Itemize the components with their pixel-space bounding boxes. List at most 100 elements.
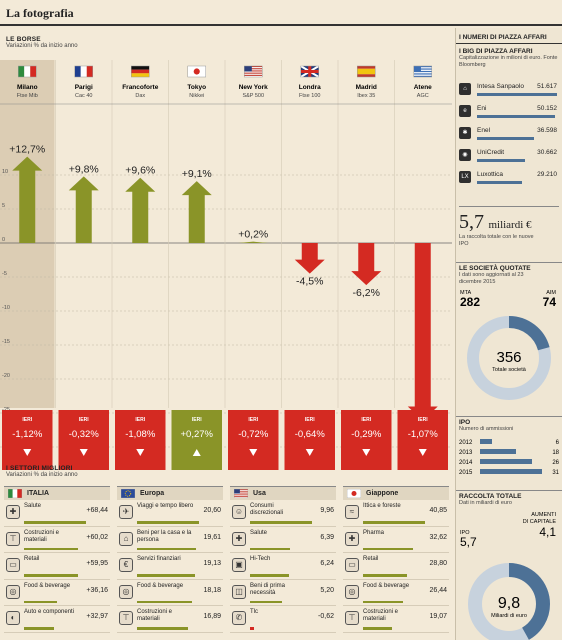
flag-icon <box>300 65 320 78</box>
value-label: +0,2% <box>238 229 268 241</box>
flag-icon <box>121 489 135 498</box>
index-name: Nikkei <box>189 93 204 99</box>
raccolta-totale-subtitle: Dati in miliardi di euro <box>459 500 512 506</box>
ipo-bar <box>480 439 492 444</box>
big-header: I BIG DI PIAZZA AFFARI Capitalizzazione … <box>456 48 560 69</box>
sector-name: Ittica e foreste <box>363 503 401 509</box>
ieri-value: -1,12% <box>12 429 43 440</box>
sector-bar <box>137 574 195 577</box>
company-name: Intesa Sanpaolo <box>477 83 524 90</box>
big-subtitle: Capitalizzazione in milioni di euro. Fon… <box>459 55 558 68</box>
raccolta-value: 5,7 <box>459 211 484 233</box>
fish-icon: ≈ <box>345 505 359 519</box>
settori-header: I SETTORI MIGLIORI Variazioni % da inizi… <box>6 465 78 478</box>
market-name: Milano <box>17 84 38 91</box>
donut-slice-aim <box>467 316 551 400</box>
company-logo-icon: e <box>459 105 471 117</box>
ipo-chart: 2012 6 2013 18 2014 26 2015 31 <box>459 439 560 476</box>
flag-shape <box>8 489 22 498</box>
mta-value: 282 <box>460 295 480 309</box>
quotate-title: LE SOCIETÀ QUOTATE <box>459 265 531 272</box>
y-tick-label: -15 <box>2 339 10 345</box>
company-value: 51.617 <box>537 83 557 90</box>
sector-row: ◫ Beni di prima necessità 5,20 <box>230 580 336 606</box>
sector-bar <box>137 600 192 603</box>
sector-value: 19,61 <box>203 533 221 541</box>
sector-row: ⊤ Costruzioni e materiali 16,89 <box>117 606 223 633</box>
down-triangle-icon <box>418 449 427 456</box>
sector-value: 6,39 <box>320 533 334 541</box>
raccolta-box: 5,7 miliardi € La raccolta totale con le… <box>459 206 559 248</box>
sector-row: ◐ Auto e componenti +32,97 <box>4 606 110 633</box>
value-label: -6,2% <box>353 287 380 299</box>
sector-value: 20,60 <box>203 507 221 514</box>
sector-bar <box>363 574 407 577</box>
sector-name: Auto e componenti <box>24 609 75 615</box>
crane-icon: ⊤ <box>119 611 133 625</box>
ieri-box <box>341 410 392 470</box>
crane-icon: ⊤ <box>6 531 20 546</box>
down-triangle-icon <box>79 449 88 456</box>
ieri-label: IERI <box>192 417 202 423</box>
ieri-value: -1,08% <box>125 429 156 440</box>
quotate-header: LE SOCIETÀ QUOTATE I dati sono aggiornat… <box>456 262 562 286</box>
donut-caption: Miliardi di euro <box>491 613 527 619</box>
flag-icon <box>8 489 22 498</box>
basket-icon: ◫ <box>232 584 246 599</box>
ipo-share-label: IPO <box>460 530 470 536</box>
ieri-value: -1,07% <box>408 429 439 440</box>
sector-bar <box>137 521 199 524</box>
aim-value: 74 <box>543 295 557 309</box>
sidebar: I NUMERI DI PIAZZA AFFARI I BIG DI PIAZZ… <box>455 28 562 640</box>
ipo-bar <box>480 459 532 464</box>
company-value: 30.662 <box>537 149 557 156</box>
donut-total: 356 <box>496 349 521 366</box>
y-tick-label: 0 <box>2 237 5 243</box>
ieri-box <box>397 410 448 470</box>
sector-name: Consumi discrezionali <box>250 503 284 516</box>
sector-panel-italy: ITALIA ✚ Salute +68,44 ⊤ Costruzioni e materi… <box>4 486 110 636</box>
aumenti-label-line1: AUMENTI <box>531 512 556 518</box>
sector-name: Costruzioni e materiali <box>363 609 399 622</box>
aumenti-label-line2: DI CAPITALE <box>523 519 557 525</box>
arrow-bar <box>238 241 269 243</box>
ipo-title: IPO <box>459 419 471 426</box>
sector-row: ✚ Salute +68,44 <box>4 500 110 527</box>
ieri-box <box>171 410 222 470</box>
down-triangle-icon <box>362 449 371 456</box>
sector-value: 28,80 <box>429 560 447 567</box>
down-triangle-icon <box>249 449 258 456</box>
flag-icon <box>187 65 206 78</box>
consumer-icon: ☺ <box>232 505 246 519</box>
index-name: AGC <box>417 93 429 99</box>
sector-name: Hi-Tech <box>250 556 271 562</box>
sector-panel-header: Europa <box>117 486 223 500</box>
sector-name: Food & beverage <box>137 582 184 589</box>
company-row: e Eni 50.152 <box>459 104 559 124</box>
ipo-year: 2014 <box>459 460 473 466</box>
ieri-label: IERI <box>135 417 145 423</box>
sector-row: ☺ Consumi discrezionali 9,96 <box>230 500 336 527</box>
aumenti-value: 4,1 <box>539 525 556 539</box>
arrow-bar <box>68 176 99 243</box>
sector-panel-header: ITALIA <box>4 486 110 500</box>
ieri-label: IERI <box>248 417 258 423</box>
index-name: S&P 500 <box>242 93 264 99</box>
value-label: +12,7% <box>9 144 45 156</box>
sector-bar <box>363 600 404 603</box>
donut-total-label: Totale società <box>492 367 527 373</box>
index-name: Cac 40 <box>75 93 92 99</box>
sector-value: +68,44 <box>86 507 108 514</box>
flag-icon <box>244 65 263 78</box>
down-triangle-icon <box>136 449 145 456</box>
arrow-bar <box>125 177 156 243</box>
sector-value: +59,95 <box>86 560 108 567</box>
sector-bar <box>250 521 312 524</box>
company-bar <box>477 115 555 118</box>
company-logo-icon: ⌂ <box>459 83 471 95</box>
sector-name: Salute <box>250 529 268 536</box>
sector-row: ⌂ Beni per la casa e la persona 19,61 <box>117 527 223 553</box>
ipo-header: IPO Numero di ammissioni <box>456 416 562 433</box>
sector-value: 5,20 <box>320 586 334 594</box>
